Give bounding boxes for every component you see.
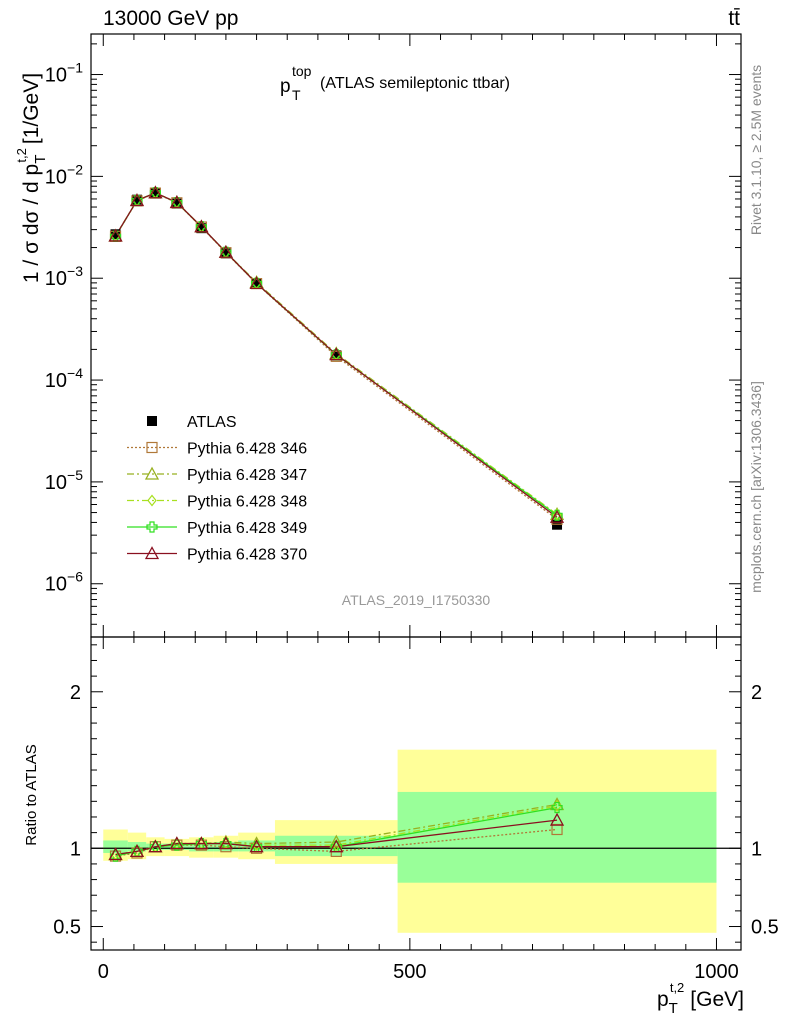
ratio-series-lines [115,803,558,857]
ratio-point-s4-7 [329,839,344,853]
legend-marker-3 [147,494,157,507]
ratio-band-inner-8 [397,791,717,883]
ratio-point-s4-8 [549,812,565,826]
ylabel-prefix: 1 / σ dσ / d p [20,164,43,283]
ratio-ytick-label-right: 0.5 [751,917,779,939]
ratio-point-s3-8 [551,801,563,814]
ratio-band-inner-6 [238,840,275,852]
legend-label-2: Pythia 6.428 347 [187,467,307,484]
ratio-ytick-label-left: 2 [70,682,81,704]
xtick-label: 0 [98,961,109,983]
ratio-ytick-label-left: 1 [70,838,81,860]
main-point-s5-1 [129,193,145,207]
title-var: p [280,76,291,97]
ratio-line-series-0 [115,828,558,857]
ylabel-sup: t,2 [14,148,29,162]
ratio-band-inner-0 [103,840,128,853]
ratio-point-s2-8 [552,800,562,812]
chart-title: p [280,76,291,97]
ratio-point-s1-7 [329,834,344,848]
process-label: tt̄ [728,7,740,30]
main-point-s0-0 [110,229,121,240]
analysis-id: ATLAS_2019_I1750330 [342,592,491,608]
legend-marker-2 [144,466,160,480]
legend-marker-4 [146,521,158,533]
ratio-point-s4-4 [194,836,209,850]
ratio-point-s3-3 [171,839,183,851]
xlabel-sup: t,2 [670,980,684,995]
ratio-point-s3-0 [109,850,122,862]
xtick-label: 500 [393,961,426,983]
main-point-s5-4 [194,219,209,233]
main-point-s5-3 [169,195,184,209]
ratio-point-s4-5 [218,836,234,850]
ratio-ytick-label-right: 2 [751,682,762,704]
x-axis-label: pTt,2 [GeV] [657,980,744,1017]
y-axis-label: 1 / σ dσ / d pTt,2 [1/GeV] [14,73,49,283]
ratio-point-s2-7 [331,839,342,852]
xtick-label: 1000 [694,961,739,983]
main-ytick-label: 10−5 [45,467,83,494]
main-ytick-label: 10−6 [45,569,83,596]
main-point-s0-6 [251,278,262,289]
svg-text:1 / σ dσ / d pTt,2[1/GeV]: 1 / σ dσ / d pTt,2 [1/GeV] [14,73,49,283]
main-point-s5-6 [249,276,264,290]
ratio-point-s4-0 [108,847,123,861]
main-point-s4-8 [551,509,563,521]
mcplots-label: mcplots.cern.ch [arXiv:1306.3436] [748,381,764,593]
legend-marker-5 [144,546,160,560]
rivet-label: Rivet 3.1.10, ≥ 2.5M events [748,65,764,235]
main-point-s0-7 [331,350,342,361]
ratio-band-inner-4 [189,843,214,852]
main-point-s0-2 [150,188,161,199]
ratio-uncertainty-bands [91,749,741,933]
legend-label-4: Pythia 6.428 349 [187,520,307,537]
legend-label-1: Pythia 6.428 346 [187,441,307,458]
ratio-band-inner-3 [164,843,190,850]
xlabel-unit: [GeV] [690,988,744,1011]
ratio-point-s4-6 [249,839,264,853]
ylabel-sub: T [32,155,49,164]
main-ytick-label: 10−1 [45,60,83,87]
main-ytick-label: 10−2 [45,161,83,188]
main-point-s0-1 [131,194,142,205]
main-series-markers [108,185,565,530]
legend-label-5: Pythia 6.428 370 [187,547,307,564]
ratio-y-label: Ratio to ATLAS [23,744,40,845]
main-axes: 10−6 10−5 10−4 10−3 10−2 10−1 [45,33,742,638]
ratio-frame [90,636,742,951]
ratio-point-s4-1 [129,844,145,858]
main-point-s5-0 [108,228,123,242]
legend-label-0: ATLAS [187,414,237,431]
xlabel-prefix: p [657,988,669,1011]
main-point-s0-5 [220,248,231,259]
ratio-ytick-label-right: 1 [751,838,762,860]
main-ytick-label: 10−3 [45,263,83,290]
legend-label-3: Pythia 6.428 348 [187,494,307,511]
main-point-s5-7 [329,347,344,361]
main-point-s5-8 [549,509,565,523]
main-point-s0-4 [196,223,207,234]
main-point-s5-2 [148,185,163,199]
ratio-line-series-4 [115,819,558,856]
ylabel-unit: [1/GeV] [20,73,43,144]
main-ytick-label: 10−4 [45,365,83,392]
ratio-point-s4-2 [148,839,163,853]
energy-label: 13000 GeV pp [103,7,238,30]
ratio-point-s2-6 [251,839,262,852]
main-point-s0-3 [171,198,182,209]
legend-marker-1 [146,441,158,454]
xlabel-sub: T [669,1000,678,1017]
ratio-series-markers [108,797,565,862]
title-sup: top [292,63,312,79]
title-sub: T [292,87,301,103]
legend: ATLAS Pythia 6.428 346 Pythia 6.428 347 Pyt… [127,414,307,564]
ratio-axes: 0.5 0.5 1 1 2 2 0 500 1000 [53,636,779,983]
legend-marker-0 [147,416,157,426]
main-point-s5-5 [218,244,234,258]
title-text: (ATLAS semileptonic ttbar) [320,75,510,92]
ratio-ytick-label-left: 0.5 [53,917,81,939]
ratio-point-s4-3 [169,836,184,850]
